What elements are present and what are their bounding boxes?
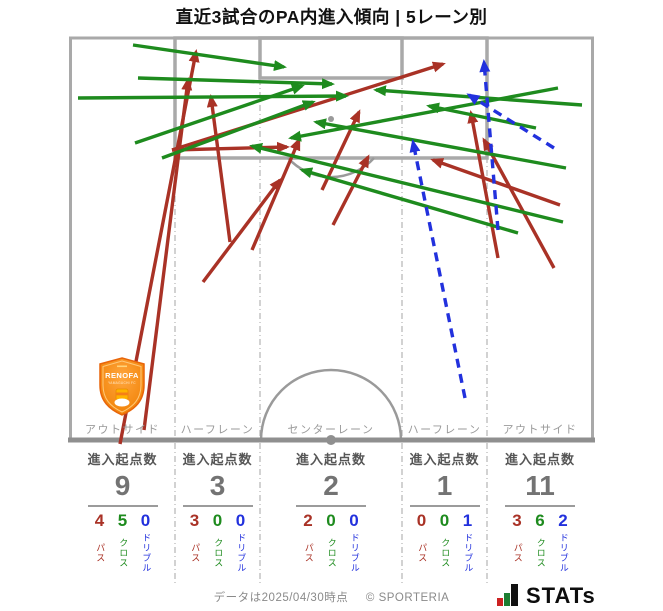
badge-inner-ring xyxy=(102,360,142,413)
lane-stat-column: 進入起点数 11 3 6 2 パス クロス ドリブル xyxy=(486,449,594,573)
lane-label: アウトサイド xyxy=(502,424,578,436)
pass-count: 3 xyxy=(189,511,200,531)
lane-label: アウトサイド xyxy=(85,424,160,436)
dribble-label: ドリブル xyxy=(236,533,247,574)
lane-stat-column: 進入起点数 9 4 5 0 パス クロス ドリブル xyxy=(69,449,177,573)
cross-count: 6 xyxy=(535,511,545,531)
dribble-arrow xyxy=(409,139,467,399)
pass-count: 4 xyxy=(94,511,105,531)
divider-rule xyxy=(87,505,158,508)
pass-label: パス xyxy=(190,543,201,564)
cross-count: 0 xyxy=(212,511,223,531)
center-circle xyxy=(259,368,403,441)
data-timestamp: データは2025/04/30時点 xyxy=(213,592,349,604)
cross-arrow xyxy=(134,84,305,145)
dribble-arrow xyxy=(466,93,555,150)
pass-arrow xyxy=(482,137,556,269)
cross-count: 0 xyxy=(326,511,336,531)
cross-arrow xyxy=(288,86,559,142)
footer-note: データは2025/04/30時点 © SPORTERIA xyxy=(0,589,663,605)
badge-name: RENOFA xyxy=(105,371,139,380)
dribble-count: 2 xyxy=(558,511,568,531)
dribble-label: ドリブル xyxy=(463,533,474,574)
cross-label: クロス xyxy=(440,538,451,569)
pass-arrow xyxy=(206,94,232,243)
entry-points-count: 3 xyxy=(209,470,226,501)
divider-rule xyxy=(182,505,253,508)
entry-points-count: 2 xyxy=(323,470,339,501)
pass-count: 2 xyxy=(303,511,313,531)
badge-shield xyxy=(99,357,145,416)
entry-points-label: 進入起点数 xyxy=(182,452,253,467)
pass-label: パス xyxy=(95,543,106,564)
pass-arrow xyxy=(142,77,193,431)
badge-mascot-base xyxy=(114,398,130,407)
cross-label: クロス xyxy=(213,538,224,569)
dribble-label: ドリブル xyxy=(349,533,360,574)
pass-arrow xyxy=(430,158,561,207)
dribble-count: 0 xyxy=(349,511,359,531)
cross-arrow xyxy=(161,100,316,160)
pass-count: 0 xyxy=(416,511,427,531)
entry-points-label: 進入起点数 xyxy=(295,452,366,467)
divider-rule xyxy=(505,505,575,508)
penalty-spot xyxy=(328,116,334,122)
dribble-arrow xyxy=(479,59,500,231)
cross-label: クロス xyxy=(326,538,337,569)
entry-points-label: 進入起点数 xyxy=(409,452,480,467)
cross-count: 5 xyxy=(117,511,128,531)
cross-arrow xyxy=(313,118,567,170)
badge-ornament xyxy=(117,365,127,368)
lane-stat-column: 進入起点数 3 3 0 0 パス クロス ドリブル xyxy=(164,449,272,573)
dribble-count: 0 xyxy=(235,511,246,531)
entry-points-count: 9 xyxy=(114,470,131,501)
pass-label: パス xyxy=(303,543,314,564)
badge-mascot-band xyxy=(116,392,128,396)
cross-label: クロス xyxy=(118,538,129,569)
cross-arrow xyxy=(137,76,335,90)
badge-subname: YAMAGUCHI FC xyxy=(108,381,136,385)
pass-label: パス xyxy=(417,543,428,564)
lane-label: センターレーン xyxy=(287,424,375,436)
stats-logo-text: STATs xyxy=(526,582,596,608)
divider-rule xyxy=(409,505,480,508)
entry-points-count: 1 xyxy=(436,470,453,501)
pass-arrow xyxy=(171,141,290,153)
pass-count: 3 xyxy=(512,511,522,531)
lane-label: ハーフレーン xyxy=(180,424,255,436)
goal-area xyxy=(258,36,404,80)
dribble-label: ドリブル xyxy=(558,533,569,574)
bar-chart-icon xyxy=(497,584,518,606)
cross-arrow xyxy=(249,143,564,224)
lane-stat-column: 進入起点数 1 0 0 1 パス クロス ドリブル xyxy=(391,449,499,573)
sporteria-stats-logo: STATs xyxy=(497,583,596,606)
entry-points-count: 11 xyxy=(525,470,555,501)
entry-points-label: 進入起点数 xyxy=(87,452,158,467)
cross-arrow xyxy=(299,167,519,235)
dribble-count: 0 xyxy=(140,511,151,531)
dribble-count: 1 xyxy=(462,511,473,531)
cross-label: クロス xyxy=(535,538,546,569)
pass-arrow xyxy=(467,110,500,259)
page-title: 直近3試合のPA内進入傾向 | 5レーン別 xyxy=(175,7,488,27)
entry-points-label: 進入起点数 xyxy=(504,452,575,467)
pass-label: パス xyxy=(512,543,523,564)
cross-arrow xyxy=(77,90,349,102)
entry-arrows xyxy=(77,43,583,445)
cross-arrow xyxy=(132,43,287,72)
team-badge-crest: RENOFA YAMAGUCHI FC xyxy=(99,357,145,416)
dribble-label: ドリブル xyxy=(141,533,152,574)
cross-count: 0 xyxy=(439,511,450,531)
lane-label: ハーフレーン xyxy=(407,424,482,436)
copyright: © SPORTERIA xyxy=(365,592,450,604)
lane-stat-column: 進入起点数 2 2 0 0 パス クロス ドリブル xyxy=(277,449,385,573)
pass-arrow xyxy=(250,137,301,251)
pass-arrow xyxy=(331,154,370,226)
center-spot xyxy=(326,435,336,445)
divider-rule xyxy=(296,505,366,508)
team-badge: RENOFA YAMAGUCHI FC xyxy=(96,357,148,416)
pass-arrow xyxy=(201,177,282,284)
